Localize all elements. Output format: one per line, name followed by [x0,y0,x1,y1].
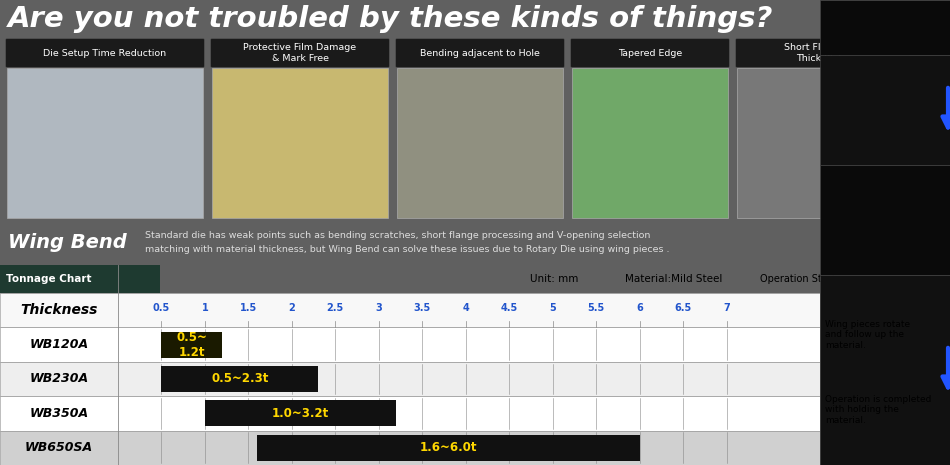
Text: 1: 1 [201,304,208,313]
Text: 5: 5 [549,304,556,313]
Bar [0,293,820,327]
Bar [397,68,563,218]
Text: WB230A: WB230A [29,372,88,385]
Text: Protective Film Damage
& Mark Free: Protective Film Damage & Mark Free [243,43,356,63]
Text: WB120A: WB120A [29,338,88,351]
Bar [0,362,820,396]
Bar [257,435,639,461]
Text: 1.5: 1.5 [239,304,257,313]
Bar [820,275,950,465]
Text: 2: 2 [289,304,295,313]
Text: Bending adjacent to Hole: Bending adjacent to Hole [420,48,540,58]
Text: Die Setup Time Reduction: Die Setup Time Reduction [44,48,166,58]
Bar [212,68,388,218]
Bar [7,68,203,218]
Text: 6: 6 [636,304,643,313]
Bar [820,55,950,165]
Bar [572,68,728,218]
Bar [162,332,222,358]
FancyBboxPatch shape [6,39,204,67]
Text: Operation Start: Operation Start [760,274,836,284]
Bar [205,400,396,426]
Bar [820,165,950,275]
FancyBboxPatch shape [735,39,909,67]
Text: 6.5: 6.5 [674,304,692,313]
Bar [0,265,160,293]
FancyBboxPatch shape [211,39,390,67]
Text: 0.5~2.3t: 0.5~2.3t [211,372,269,385]
Bar [162,366,318,392]
Text: Wing Bend: Wing Bend [8,233,126,252]
Text: 0.5~
1.2t: 0.5~ 1.2t [177,331,207,359]
Text: Are you not troubled by these kinds of things?: Are you not troubled by these kinds of t… [8,5,773,33]
Text: WB650SA: WB650SA [25,441,93,454]
Text: 1.6~6.0t: 1.6~6.0t [420,441,477,454]
Bar [0,0,950,38]
Text: 2.5: 2.5 [327,304,344,313]
Text: Operation is completed
with holding the
material.: Operation is completed with holding the … [825,395,931,425]
Text: 4.5: 4.5 [501,304,518,313]
Bar [0,327,820,362]
Text: 1.0~3.2t: 1.0~3.2t [272,407,330,420]
Text: Standard die has weak points such as bending scratches, short flange processing : Standard die has weak points such as ben… [145,232,670,253]
FancyBboxPatch shape [571,39,730,67]
Bar [0,396,820,431]
Text: 7: 7 [723,304,730,313]
Text: 4: 4 [463,304,469,313]
Text: Short Flange for
Thick Plate: Short Flange for Thick Plate [785,43,861,63]
Text: 0.5: 0.5 [153,304,170,313]
Text: 5.5: 5.5 [587,304,605,313]
Text: WB350A: WB350A [29,407,88,420]
FancyBboxPatch shape [395,39,564,67]
Text: Unit: mm: Unit: mm [530,274,579,284]
Text: Material:Mild Steel: Material:Mild Steel [625,274,722,284]
Bar [0,431,820,465]
Text: Tapered Edge: Tapered Edge [618,48,682,58]
Bar [820,0,950,55]
Text: Wing pieces rotate
and follow up the
material.: Wing pieces rotate and follow up the mat… [825,320,910,350]
Text: 3.5: 3.5 [413,304,431,313]
Text: Tonnage Chart: Tonnage Chart [6,274,91,284]
Text: Thickness: Thickness [20,303,98,317]
Text: 3: 3 [375,304,382,313]
Bar [737,68,908,218]
